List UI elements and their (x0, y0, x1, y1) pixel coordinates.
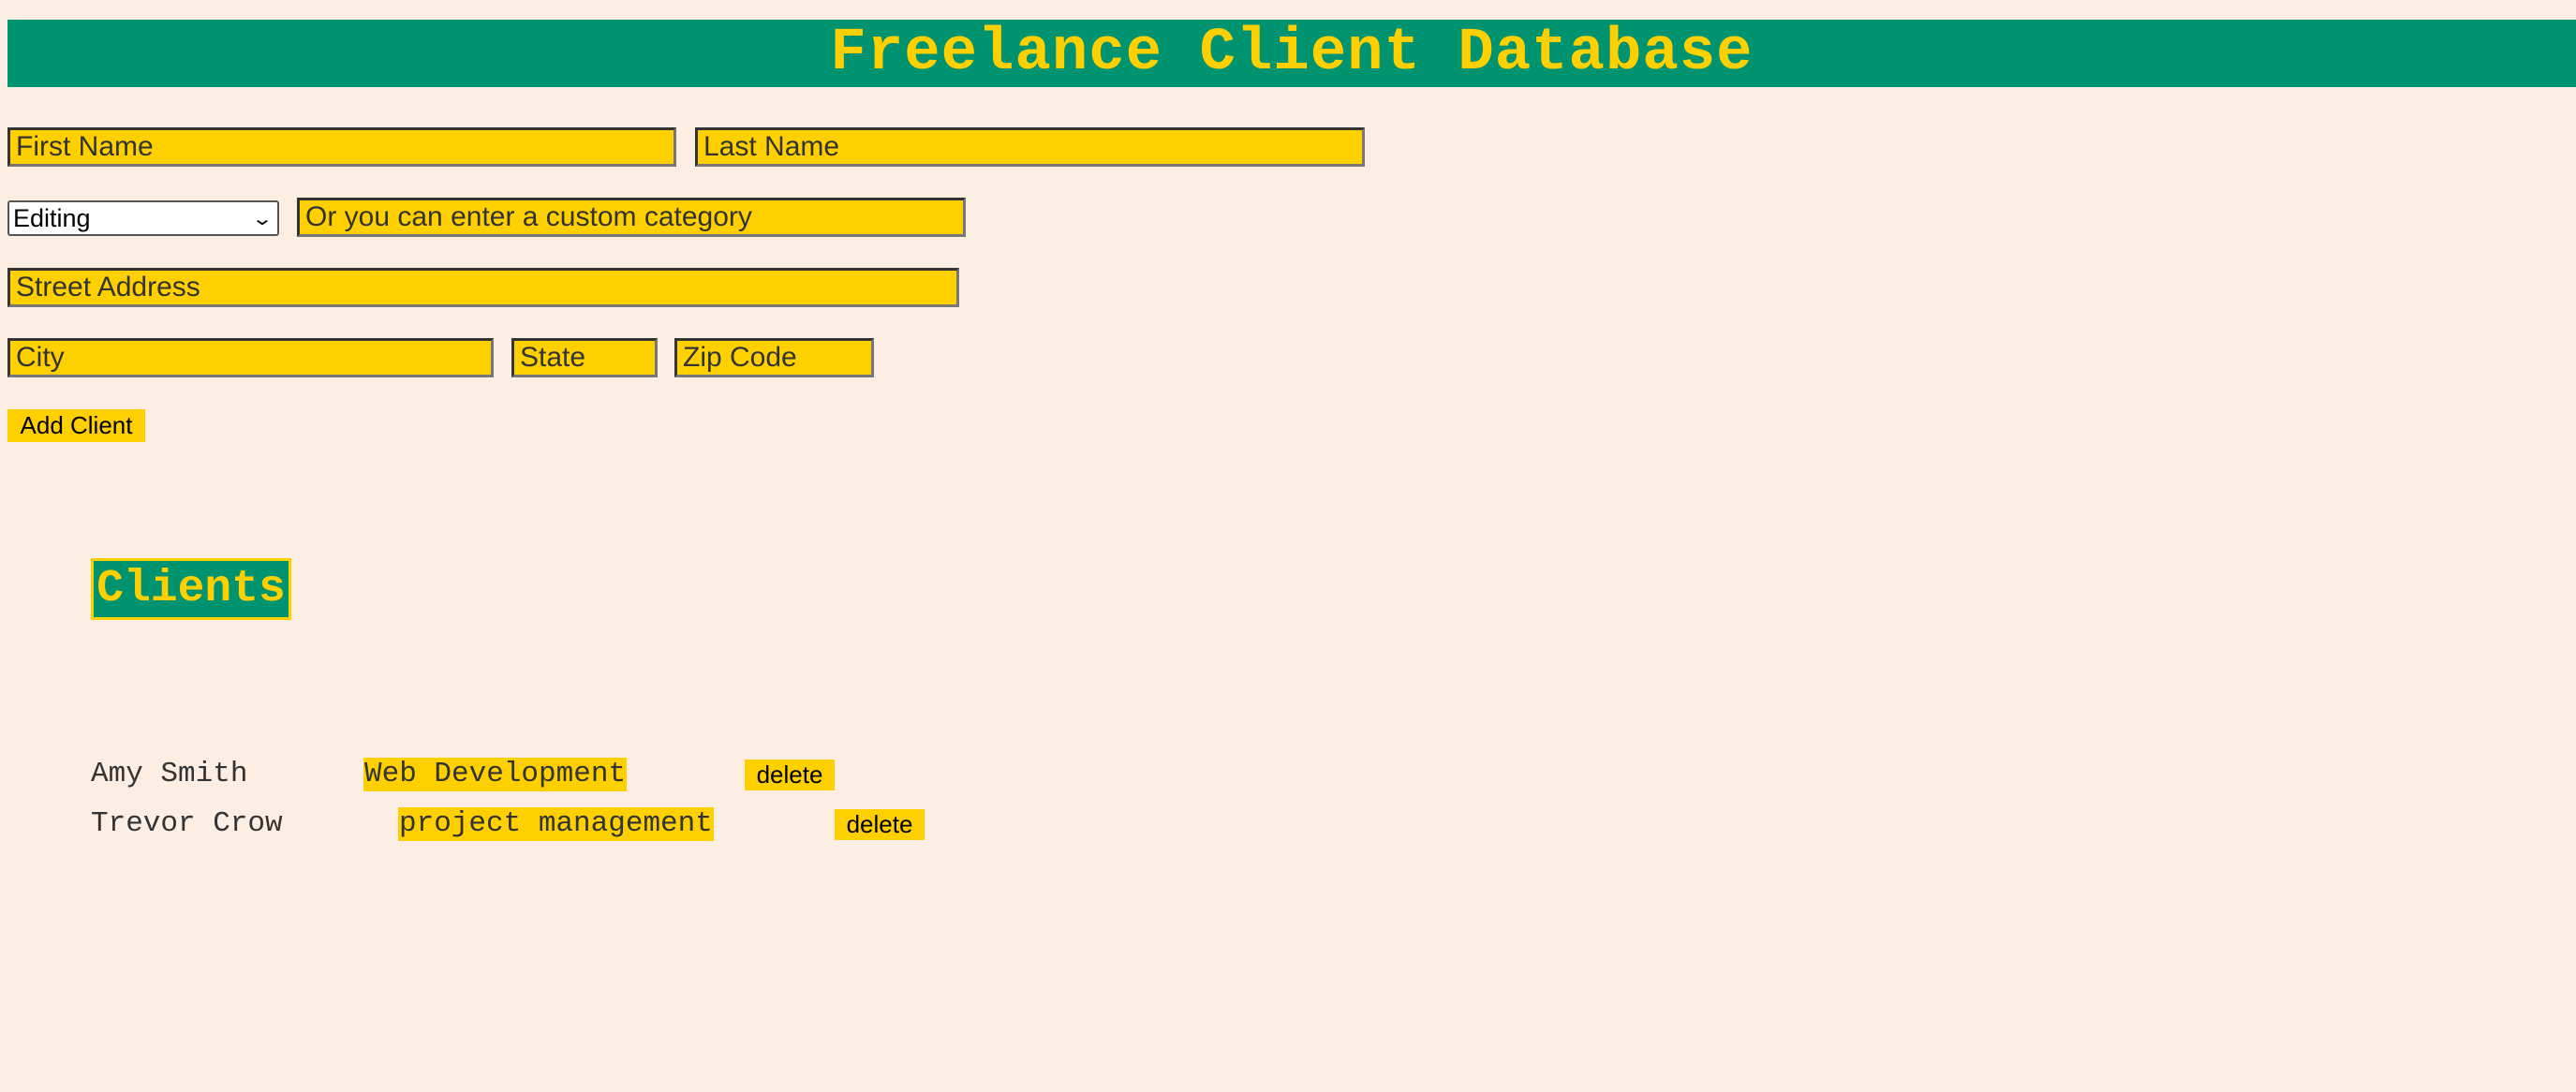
app-title: Freelance Client Database (830, 20, 1754, 87)
category-selected-value: Editing (13, 203, 91, 232)
client-name: Trevor Crow (91, 807, 283, 840)
add-client-button[interactable]: Add Client (7, 409, 145, 442)
first-name-input[interactable] (7, 127, 676, 167)
delete-client-button[interactable]: delete (835, 809, 925, 840)
category-select[interactable]: Editing ⌄ (7, 200, 279, 236)
app-header: Freelance Client Database (7, 20, 2576, 87)
state-input[interactable] (511, 338, 658, 377)
client-category: Web Development (363, 758, 628, 791)
city-input[interactable] (7, 338, 494, 377)
last-name-input[interactable] (695, 127, 1365, 167)
chevron-down-icon: ⌄ (251, 208, 274, 229)
custom-category-input[interactable] (297, 198, 966, 237)
clients-section-title-box: Clients (91, 558, 291, 620)
client-category: project management (398, 807, 714, 841)
street-address-input[interactable] (7, 268, 959, 307)
delete-client-button[interactable]: delete (745, 760, 835, 790)
zip-code-input[interactable] (674, 338, 874, 377)
client-name: Amy Smith (91, 758, 248, 790)
clients-section-title: Clients (96, 564, 286, 614)
